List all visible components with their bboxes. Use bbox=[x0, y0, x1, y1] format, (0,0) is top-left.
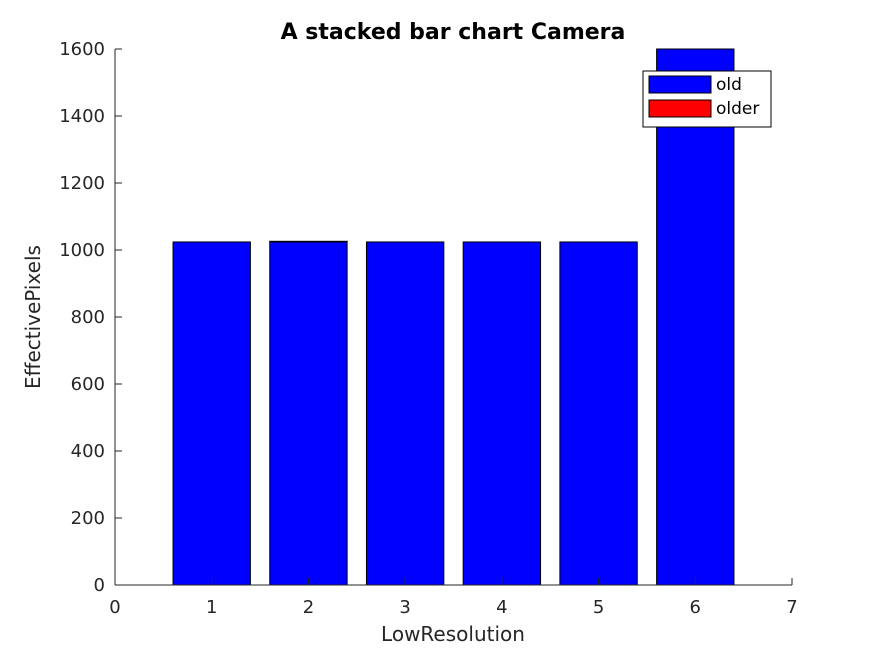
bar-old-1 bbox=[172, 241, 251, 586]
y-tick-label: 0 bbox=[94, 575, 105, 596]
bar-old-5 bbox=[559, 241, 638, 586]
legend-label-older: older bbox=[716, 99, 759, 119]
chart-title: A stacked bar chart Camera bbox=[281, 20, 626, 45]
x-tick-label: 5 bbox=[593, 597, 604, 618]
y-tick-label: 1200 bbox=[59, 173, 105, 194]
x-axis-label: LowResolution bbox=[381, 622, 525, 646]
x-tick-label: 4 bbox=[496, 597, 507, 618]
legend-swatch-old bbox=[648, 75, 712, 94]
bar-older-2 bbox=[269, 240, 348, 243]
x-tick-label: 0 bbox=[109, 597, 120, 618]
x-tick-label: 1 bbox=[206, 597, 217, 618]
y-tick-label: 400 bbox=[71, 441, 105, 462]
y-axis-label: EffectivePixels bbox=[21, 245, 45, 389]
y-tick-label: 800 bbox=[71, 307, 105, 328]
legend-label-old: old bbox=[716, 75, 742, 95]
bar-old-6 bbox=[656, 48, 735, 586]
bar-old-2 bbox=[269, 241, 348, 586]
y-tick-label: 1600 bbox=[59, 39, 105, 60]
bar-old-4 bbox=[462, 241, 542, 586]
axes-group: 0 1 2 3 4 5 6 7 0 200 400 600 800 1000 1200 1400 1600 bbox=[59, 39, 798, 618]
x-tick-label: 7 bbox=[786, 597, 797, 618]
y-tick-label: 200 bbox=[71, 508, 105, 529]
legend-swatch-older bbox=[648, 99, 712, 118]
x-tick-label: 2 bbox=[303, 597, 314, 618]
y-tick-label: 600 bbox=[71, 374, 105, 395]
y-tick-label: 1400 bbox=[59, 106, 105, 127]
x-tick-label: 3 bbox=[399, 597, 410, 618]
x-tick-label: 6 bbox=[690, 597, 701, 618]
legend: old older bbox=[642, 70, 772, 128]
bar-old-3 bbox=[365, 241, 445, 586]
y-tick-label: 1000 bbox=[59, 240, 105, 261]
bars-group bbox=[172, 48, 735, 586]
